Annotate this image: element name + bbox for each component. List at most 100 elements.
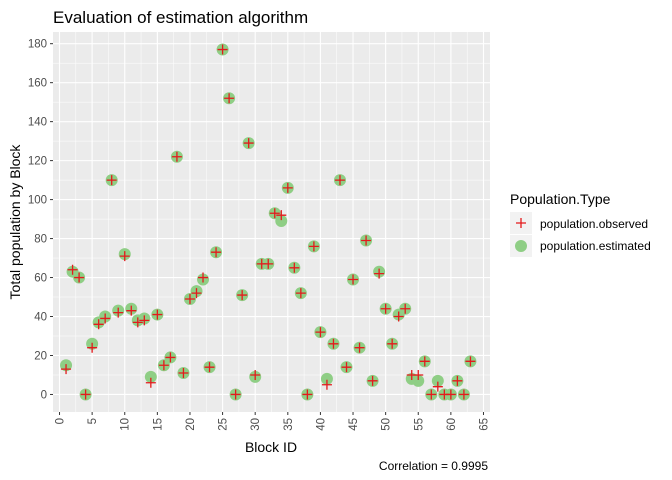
x-tick-label: 45 [348, 418, 360, 431]
observed-point [243, 138, 254, 149]
y-tick-label: 160 [28, 78, 47, 90]
estimated-point [320, 372, 333, 385]
observed-point [211, 247, 222, 258]
observed-point [100, 313, 111, 324]
y-tick-label: 0 [41, 389, 47, 401]
y-tick-label: 100 [28, 195, 47, 207]
observed-point [132, 317, 143, 328]
observed-point [374, 268, 385, 279]
observed-point [445, 389, 456, 400]
x-axis-title: Block ID [245, 439, 297, 455]
x-tick-label: 50 [381, 418, 393, 431]
observed-point [139, 315, 150, 326]
observed-point [380, 303, 391, 314]
observed-point [269, 208, 280, 219]
chart-title: Evaluation of estimation algorithm [53, 8, 308, 27]
x-tick-label: 65 [478, 418, 490, 431]
observed-point [263, 258, 274, 269]
legend-plus-mark [516, 218, 526, 228]
observed-point [158, 360, 169, 371]
legend-label-observed: population.observed [540, 217, 648, 231]
observed-point [171, 151, 182, 162]
observed-point [230, 389, 241, 400]
observed-point [295, 288, 306, 299]
observed-point [74, 272, 85, 283]
observed-point [341, 362, 352, 373]
observed-point [119, 251, 130, 262]
legend-circle-icon [515, 240, 527, 252]
observed-point [250, 369, 261, 380]
estimated-point [412, 374, 425, 387]
estimated-point [431, 374, 444, 387]
legend-plus-icon [516, 218, 526, 228]
observed-point [87, 342, 98, 353]
data-points [60, 43, 477, 401]
y-tick-label: 140 [28, 117, 47, 129]
estimated-point [144, 370, 157, 383]
observed-point [315, 327, 326, 338]
observed-point [67, 264, 78, 275]
observed-point [237, 290, 248, 301]
observed-point [61, 364, 72, 375]
observed-point [198, 272, 209, 283]
observed-point [426, 389, 437, 400]
y-tick-label: 40 [34, 312, 47, 324]
x-tick-label: 35 [283, 418, 295, 431]
observed-point [354, 342, 365, 353]
observed-point [276, 210, 287, 221]
observed-point [328, 338, 339, 349]
y-tick-label: 120 [28, 156, 47, 168]
x-tick-label: 60 [446, 418, 458, 431]
observed-point [152, 309, 163, 320]
observed-point [387, 338, 398, 349]
grid-lines [53, 32, 490, 412]
observed-point [165, 352, 176, 363]
x-tick-label: 25 [218, 418, 230, 431]
x-tick-label: 55 [413, 418, 425, 431]
x-tick-label: 40 [315, 418, 327, 431]
observed-point [361, 235, 372, 246]
observed-point [282, 182, 293, 193]
observed-point [432, 381, 443, 392]
observed-point [204, 362, 215, 373]
y-tick-label: 80 [34, 234, 47, 246]
estimated-point [275, 215, 288, 228]
y-tick-label: 60 [34, 273, 47, 285]
observed-point [308, 241, 319, 252]
x-tick-label: 5 [87, 418, 99, 424]
observed-point [465, 356, 476, 367]
y-tick-label: 20 [34, 350, 47, 362]
x-tick-label: 0 [55, 418, 67, 424]
observed-point [302, 389, 313, 400]
observed-point [191, 288, 202, 299]
observed-point [126, 305, 137, 316]
observed-point [80, 389, 91, 400]
observed-point [145, 377, 156, 388]
observed-point [289, 262, 300, 273]
x-axis-ticks: 0 5 10 15 20 25 30 35 40 45 50 55 60 65 [55, 412, 490, 431]
x-tick-label: 20 [185, 418, 197, 431]
observed-point [400, 303, 411, 314]
y-axis-title: Total population by Block [7, 144, 23, 300]
observed-point [217, 44, 228, 55]
observed-point [367, 375, 378, 386]
legend-title: Population.Type [510, 191, 611, 207]
observed-point [224, 93, 235, 104]
y-axis-ticks: 0 20 40 60 80 100 120 140 160 180 [28, 39, 53, 401]
x-tick-label: 15 [152, 418, 164, 431]
correlation-caption: Correlation = 0.9995 [379, 459, 488, 473]
observed-point [106, 175, 117, 186]
x-tick-label: 10 [120, 418, 132, 431]
observed-point [93, 319, 104, 330]
observed-point [393, 311, 404, 322]
observed-point [178, 368, 189, 379]
legend-label-estimated: population.estimated [540, 239, 651, 253]
observed-point [348, 274, 359, 285]
x-tick-label: 30 [250, 418, 262, 431]
y-tick-label: 180 [28, 39, 47, 51]
legend: Population.Type population.observed popu… [510, 191, 651, 257]
observed-point [321, 379, 332, 390]
observed-point [452, 375, 463, 386]
observed-point [413, 369, 424, 380]
